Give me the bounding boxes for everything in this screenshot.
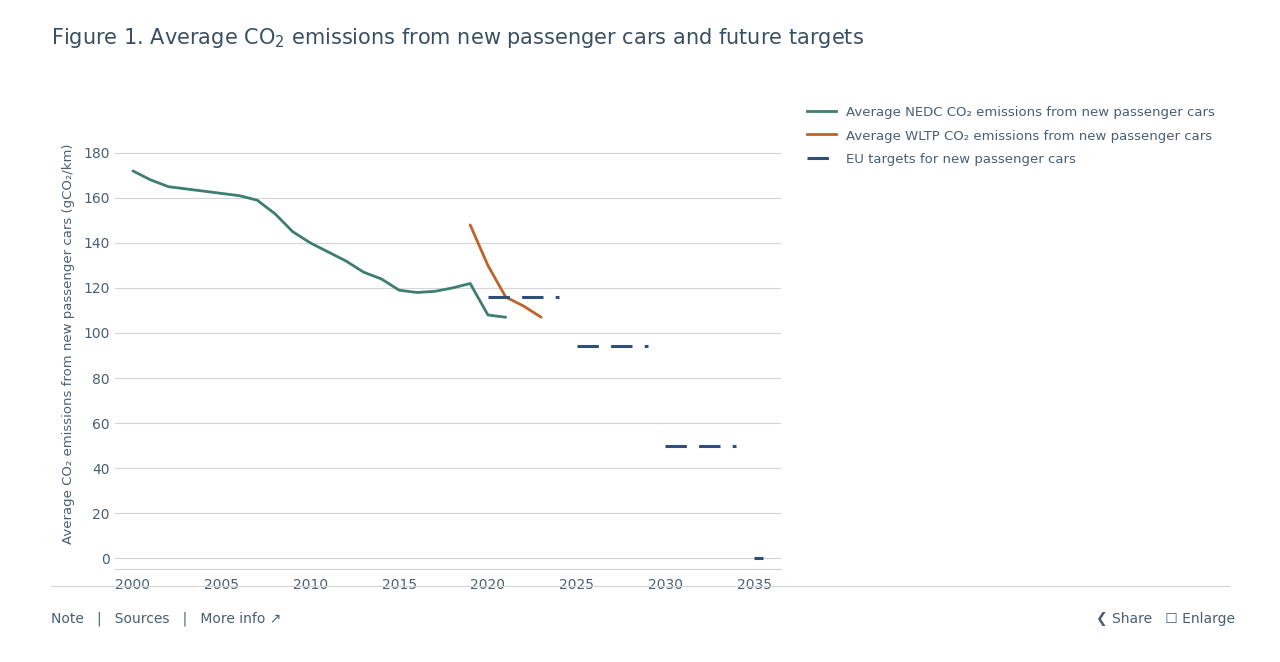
Text: Note   |   Sources   |   More info ↗: Note | Sources | More info ↗: [51, 612, 282, 626]
Legend: Average NEDC CO₂ emissions from new passenger cars, Average WLTP CO₂ emissions f: Average NEDC CO₂ emissions from new pass…: [806, 106, 1215, 166]
Y-axis label: Average CO₂ emissions from new passenger cars (gCO₂/km): Average CO₂ emissions from new passenger…: [61, 144, 74, 544]
Text: ❮ Share   ☐ Enlarge: ❮ Share ☐ Enlarge: [1096, 612, 1235, 626]
Text: Figure 1. Average CO$_2$ emissions from new passenger cars and future targets: Figure 1. Average CO$_2$ emissions from …: [51, 26, 864, 50]
